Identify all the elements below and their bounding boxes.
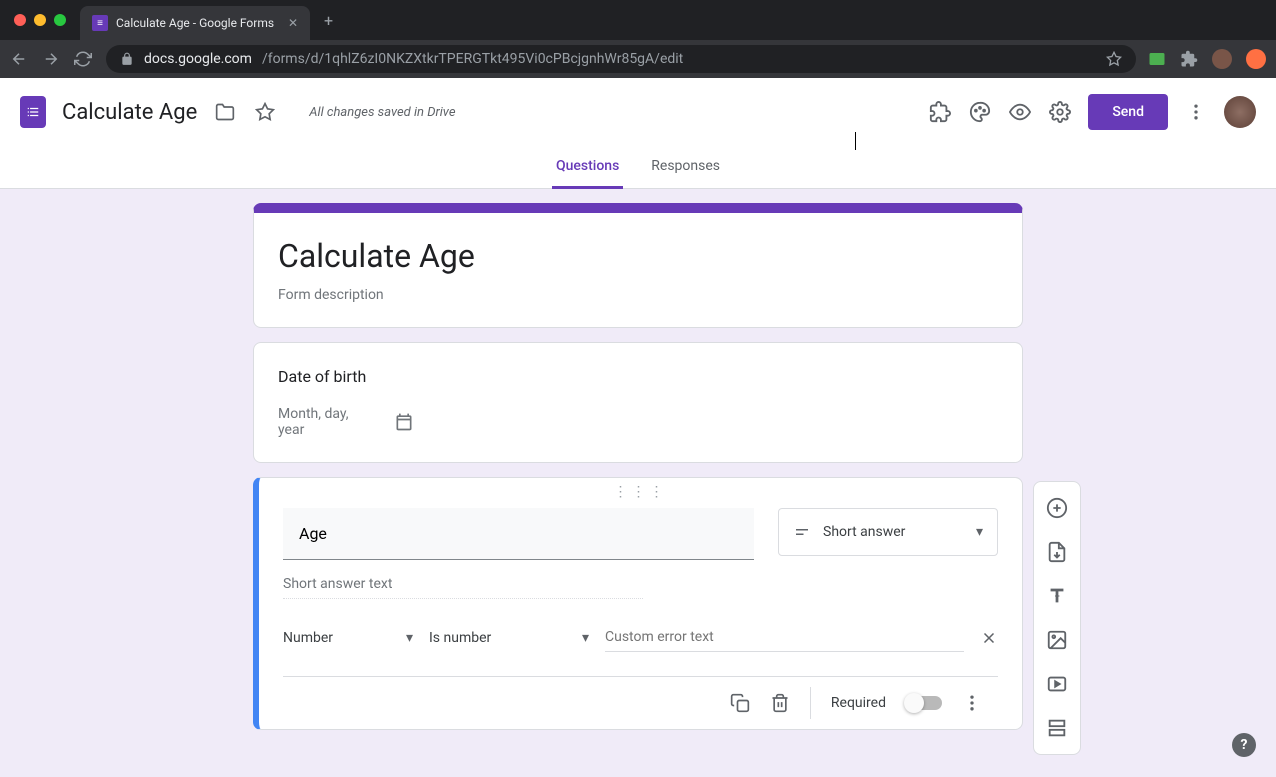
chevron-down-icon: ▾ <box>976 524 983 540</box>
short-answer-placeholder: Short answer text <box>283 576 643 599</box>
new-tab-button[interactable]: + <box>310 11 347 30</box>
star-button[interactable] <box>253 100 277 124</box>
browser-tab[interactable]: ≡ Calculate Age - Google Forms ✕ <box>80 6 310 40</box>
text-cursor <box>855 132 856 150</box>
reload-button[interactable] <box>74 50 94 68</box>
add-question-button[interactable] <box>1039 490 1075 526</box>
validation-type-select[interactable]: Number ▾ <box>283 630 413 646</box>
app-header: Calculate Age All changes saved in Drive… <box>0 78 1276 146</box>
addons-icon[interactable] <box>928 100 952 124</box>
question-title: Date of birth <box>278 367 998 386</box>
more-menu-icon[interactable] <box>1184 100 1208 124</box>
back-button[interactable] <box>10 50 30 68</box>
question-card-dob[interactable]: Date of birth Month, day, year <box>253 342 1023 463</box>
preview-icon[interactable] <box>1008 100 1032 124</box>
type-label: Short answer <box>823 524 905 540</box>
tab-title: Calculate Age - Google Forms <box>116 16 274 30</box>
maximize-window-button[interactable] <box>54 14 66 26</box>
error-text-input[interactable] <box>605 623 964 652</box>
palette-icon[interactable] <box>968 100 992 124</box>
side-toolbar <box>1033 481 1081 755</box>
chevron-down-icon: ▾ <box>582 630 589 646</box>
browser-address-bar: docs.google.com/forms/d/1qhlZ6zI0NKZXtkr… <box>0 40 1276 78</box>
account-switcher[interactable] <box>1246 49 1266 69</box>
short-answer-icon <box>793 523 811 541</box>
required-label: Required <box>831 695 886 711</box>
separator <box>810 687 811 719</box>
save-status: All changes saved in Drive <box>309 105 455 120</box>
close-window-button[interactable] <box>14 14 26 26</box>
remove-validation-icon[interactable] <box>980 629 998 647</box>
browser-tab-bar: ≡ Calculate Age - Google Forms ✕ + <box>0 0 1276 40</box>
chevron-down-icon: ▾ <box>406 630 413 646</box>
forms-logo[interactable] <box>20 96 46 128</box>
tab-questions[interactable]: Questions <box>552 146 623 189</box>
form-tabs: Questions Responses <box>0 146 1276 189</box>
add-video-button[interactable] <box>1039 666 1075 702</box>
minimize-window-button[interactable] <box>34 14 46 26</box>
delete-icon[interactable] <box>770 693 790 713</box>
add-title-button[interactable] <box>1039 578 1075 614</box>
extension-icon-1[interactable] <box>1148 50 1166 68</box>
forms-favicon: ≡ <box>92 15 108 31</box>
extensions-icon[interactable] <box>1180 50 1198 68</box>
drag-handle-icon[interactable]: ⋮⋮⋮ <box>259 478 1022 500</box>
lock-icon <box>120 52 134 66</box>
tab-responses[interactable]: Responses <box>647 146 724 188</box>
validation-rule-select[interactable]: Is number ▾ <box>429 630 589 646</box>
required-toggle[interactable] <box>906 696 942 710</box>
question-card-age[interactable]: ⋮⋮⋮ Short answer ▾ Short answer text Num… <box>253 477 1023 730</box>
window-controls <box>0 14 80 26</box>
form-title[interactable]: Calculate Age <box>278 237 998 275</box>
main-content: Calculate Age Form description Date of b… <box>0 189 1276 744</box>
question-type-select[interactable]: Short answer ▾ <box>778 508 998 556</box>
question-more-icon[interactable] <box>962 693 982 713</box>
calendar-icon <box>394 412 414 432</box>
date-placeholder: Month, day, year <box>278 406 378 438</box>
doc-title[interactable]: Calculate Age <box>62 100 197 125</box>
folder-icon[interactable] <box>213 100 237 124</box>
question-title-input[interactable] <box>283 508 754 560</box>
import-questions-button[interactable] <box>1039 534 1075 570</box>
send-button[interactable]: Send <box>1088 94 1168 130</box>
form-description[interactable]: Form description <box>278 287 998 303</box>
add-image-button[interactable] <box>1039 622 1075 658</box>
forward-button[interactable] <box>42 50 62 68</box>
url-host: docs.google.com <box>144 51 252 67</box>
help-button[interactable]: ? <box>1232 733 1256 757</box>
address-field[interactable]: docs.google.com/forms/d/1qhlZ6zI0NKZXtkr… <box>106 45 1136 73</box>
duplicate-icon[interactable] <box>730 693 750 713</box>
settings-icon[interactable] <box>1048 100 1072 124</box>
add-section-button[interactable] <box>1039 710 1075 746</box>
form-header-card[interactable]: Calculate Age Form description <box>253 203 1023 328</box>
close-tab-icon[interactable]: ✕ <box>288 16 298 30</box>
url-path: /forms/d/1qhlZ6zI0NKZXtkrTPERGTkt495Vi0c… <box>262 51 683 67</box>
profile-avatar[interactable] <box>1224 96 1256 128</box>
star-icon[interactable] <box>1106 51 1122 67</box>
profile-avatar-browser[interactable] <box>1212 49 1232 69</box>
